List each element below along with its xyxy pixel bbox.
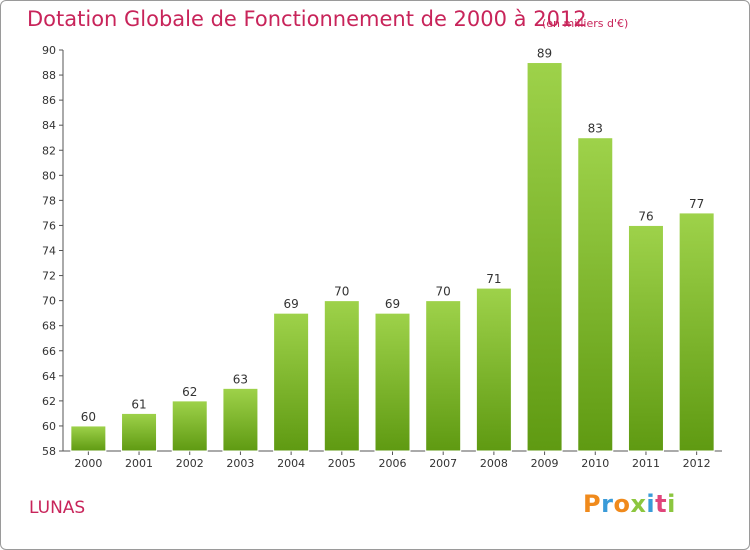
bar [70,425,107,452]
bar [374,312,411,452]
bar-value-label: 71 [486,272,501,286]
x-tick-label: 2007 [429,457,457,470]
logo-letter: i [646,490,656,518]
logo-letter: i [667,490,676,518]
y-tick-label: 60 [42,420,56,433]
bar-value-label: 63 [233,372,248,386]
y-tick-label: 58 [42,445,56,458]
bar-value-label: 62 [182,385,197,399]
y-tick-label: 90 [42,44,56,57]
x-tick-label: 2004 [277,457,305,470]
bar [273,312,310,452]
y-tick-label: 86 [42,94,56,107]
bar [323,300,360,452]
x-tick-label: 2008 [480,457,508,470]
bar [678,212,715,452]
bar-chart: 58 60 62 64 66 68 70 72 74 76 78 80 82 84 86 88 90 60 200… [42,44,722,470]
bar [577,137,614,452]
bar [475,287,512,452]
y-tick-label: 80 [42,169,56,182]
logo-letter: o [613,490,631,518]
chart-subtitle: (en milliers d'€) [542,17,629,30]
x-tick-label: 2011 [632,457,660,470]
x-tick-label: 2010 [581,457,609,470]
y-tick-label: 66 [42,345,56,358]
y-tick-label: 78 [42,194,56,207]
proxiti-logo[interactable]: Proxiti [583,490,676,518]
bar-value-label: 70 [436,285,451,299]
bar-value-label: 69 [385,297,400,311]
x-tick-label: 2005 [328,457,356,470]
bar [425,300,462,452]
logo-letter: t [655,490,668,518]
x-tick-label: 2006 [379,457,407,470]
commune-name: LUNAS [29,498,86,518]
bar-value-label: 69 [283,297,298,311]
bar [171,400,208,452]
bar-value-label: 60 [81,410,96,424]
bar-value-label: 76 [638,209,653,223]
logo-letter: x [630,490,647,518]
bar [222,387,259,452]
y-tick-label: 70 [42,295,56,308]
logo-letter: r [601,490,614,518]
y-tick-label: 64 [42,370,56,383]
y-tick-label: 74 [42,245,56,258]
chart-title: Dotation Globale de Fonctionnement de 20… [27,7,587,31]
bar-value-label: 89 [537,47,552,61]
bar-value-label: 61 [131,397,146,411]
y-tick-label: 84 [42,119,56,132]
x-tick-label: 2012 [683,457,711,470]
bar [121,412,158,452]
y-tick-label: 68 [42,320,56,333]
bar-value-label: 77 [689,197,704,211]
bar [526,62,563,452]
y-tick-label: 62 [42,395,56,408]
bar-value-label: 70 [334,285,349,299]
x-tick-label: 2003 [226,457,254,470]
x-tick-label: 2002 [176,457,204,470]
x-tick-label: 2000 [74,457,102,470]
y-tick-label: 72 [42,270,56,283]
logo-letter: P [583,490,602,518]
y-tick-label: 82 [42,144,56,157]
x-tick-label: 2009 [531,457,559,470]
x-tick-label: 2001 [125,457,153,470]
bar [627,224,664,452]
y-tick-label: 88 [42,69,56,82]
bar-value-label: 83 [588,122,603,136]
y-tick-label: 76 [42,219,56,232]
